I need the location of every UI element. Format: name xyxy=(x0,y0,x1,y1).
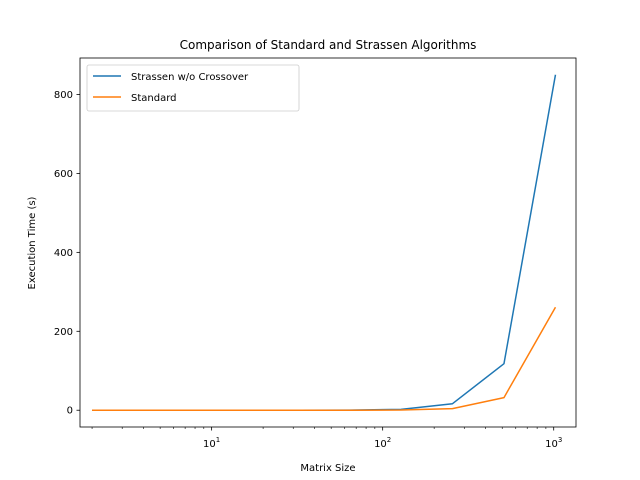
y-tick-label-4: 800 xyxy=(54,90,73,101)
x-tick-label-base: 10 xyxy=(545,439,558,450)
legend-label-1: Standard xyxy=(131,93,177,104)
axes-frame xyxy=(79,57,577,428)
x-tick-label-exponent: 2 xyxy=(387,436,391,444)
y-tick-label-2: 400 xyxy=(54,248,73,259)
chart-title: Comparison of Standard and Strassen Algo… xyxy=(180,38,477,52)
x-tick-label-1: 102 xyxy=(374,436,391,450)
y-tick-label-0: 0 xyxy=(67,406,73,417)
series-line-1 xyxy=(92,306,557,411)
y-axis-label: Execution Time (s) xyxy=(27,196,38,289)
y-tick-label-3: 600 xyxy=(54,169,73,180)
y-tick-label-1: 200 xyxy=(54,327,73,338)
x-tick-label-base: 10 xyxy=(203,439,216,450)
legend-box xyxy=(86,64,300,112)
x-axis-label: Matrix Size xyxy=(300,463,355,474)
x-tick-label-exponent: 3 xyxy=(558,436,562,444)
x-tick-label-2: 103 xyxy=(545,436,562,450)
x-tick-label-exponent: 1 xyxy=(216,436,220,444)
legend: Strassen w/o Crossover Standard xyxy=(86,64,300,112)
x-tick-label-0: 101 xyxy=(203,436,220,450)
legend-label-0: Strassen w/o Crossover xyxy=(131,72,249,83)
x-tick-label-base: 10 xyxy=(374,439,387,450)
